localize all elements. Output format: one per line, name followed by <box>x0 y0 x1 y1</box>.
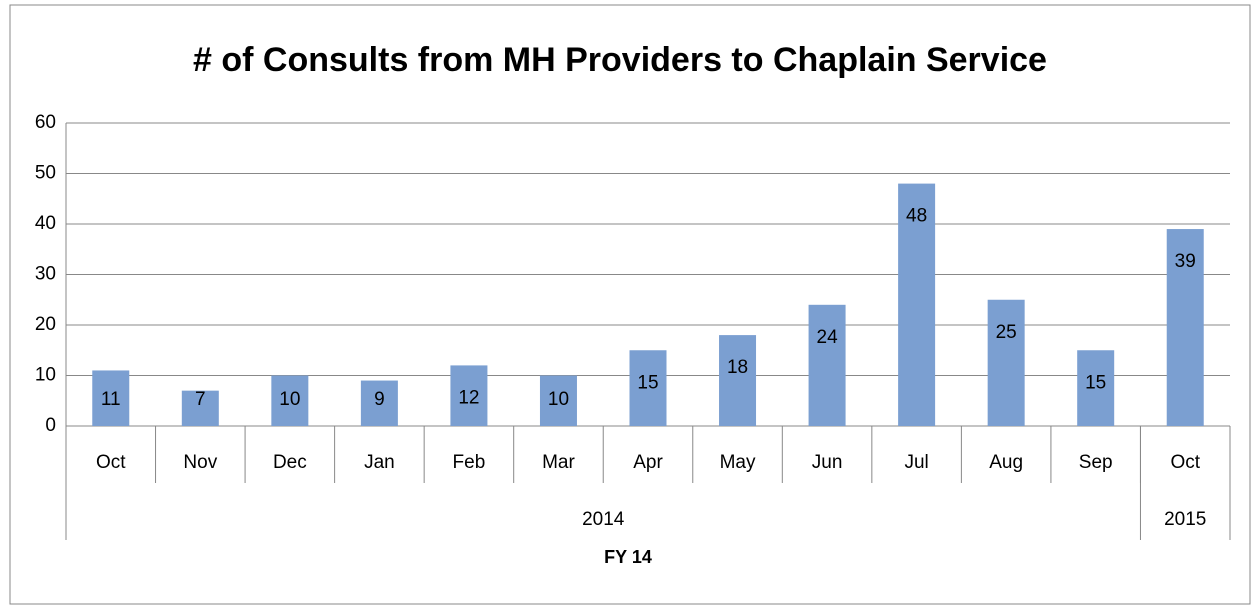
y-tick-label: 20 <box>35 314 56 335</box>
bar <box>360 380 398 426</box>
data-label: 15 <box>637 372 658 393</box>
data-label: 48 <box>906 206 927 227</box>
chart-frame <box>9 4 1251 605</box>
x-tick-label: Mar <box>542 452 575 473</box>
x-tick-label: Sep <box>1079 452 1113 473</box>
data-label: 10 <box>548 389 569 410</box>
bar <box>1166 229 1204 426</box>
data-label: 12 <box>458 387 479 408</box>
data-label: 15 <box>1085 372 1106 393</box>
y-tick-label: 50 <box>35 163 56 184</box>
y-tick-label: 10 <box>35 365 56 386</box>
y-tick-label: 60 <box>35 112 56 133</box>
bar <box>271 375 309 426</box>
data-label: 11 <box>101 389 121 410</box>
group-label: 2014 <box>582 509 625 530</box>
bar <box>987 299 1025 426</box>
x-tick-label: Jan <box>364 452 395 473</box>
x-axis-title: FY 14 <box>604 547 652 567</box>
bar <box>539 375 577 426</box>
bar <box>808 304 846 426</box>
bar <box>181 390 219 426</box>
x-tick-label: Dec <box>273 452 307 473</box>
data-label: 39 <box>1175 251 1196 272</box>
bar <box>629 350 667 426</box>
bar <box>92 370 130 426</box>
x-tick-label: Jun <box>812 452 843 473</box>
chart-title: # of Consults from MH Providers to Chapl… <box>193 41 1047 79</box>
x-tick-label: Oct <box>1170 452 1200 473</box>
data-label: 18 <box>727 357 748 378</box>
x-tick-label: Aug <box>989 452 1023 473</box>
data-label: 7 <box>195 389 206 410</box>
bar <box>898 183 936 426</box>
x-tick-label: Jul <box>904 452 928 473</box>
data-label: 25 <box>996 322 1017 343</box>
x-tick-label: Feb <box>453 452 486 473</box>
bar <box>1077 350 1115 426</box>
data-label: 24 <box>817 327 839 348</box>
x-tick-label: Apr <box>633 452 663 473</box>
y-tick-label: 30 <box>35 264 56 285</box>
bar <box>450 365 488 426</box>
x-tick-label: Oct <box>96 452 126 473</box>
y-tick-label: 0 <box>45 415 56 436</box>
data-label: 10 <box>279 389 300 410</box>
x-tick-label: Nov <box>183 452 217 473</box>
bar <box>719 335 757 426</box>
data-label: 9 <box>374 389 385 410</box>
y-tick-label: 40 <box>35 213 56 234</box>
x-tick-label: May <box>720 452 756 473</box>
group-label: 2015 <box>1164 509 1206 530</box>
